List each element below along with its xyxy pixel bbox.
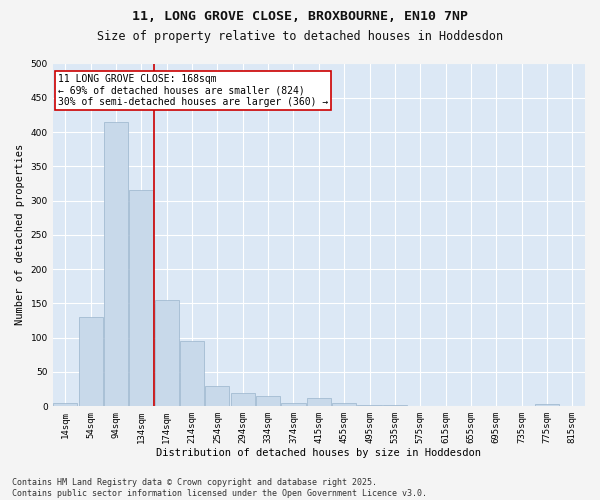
Y-axis label: Number of detached properties: Number of detached properties [15,144,25,326]
Bar [104,122,128,406]
Bar [332,403,356,406]
Bar [231,392,255,406]
X-axis label: Distribution of detached houses by size in Hoddesdon: Distribution of detached houses by size … [157,448,481,458]
Text: Contains HM Land Registry data © Crown copyright and database right 2025.
Contai: Contains HM Land Registry data © Crown c… [12,478,427,498]
Bar [358,405,382,406]
Bar [256,396,280,406]
Bar [307,398,331,406]
Bar [535,404,559,406]
Text: 11, LONG GROVE CLOSE, BROXBOURNE, EN10 7NP: 11, LONG GROVE CLOSE, BROXBOURNE, EN10 7… [132,10,468,23]
Bar [180,341,204,406]
Text: 11 LONG GROVE CLOSE: 168sqm
← 69% of detached houses are smaller (824)
30% of se: 11 LONG GROVE CLOSE: 168sqm ← 69% of det… [58,74,328,107]
Bar [383,405,407,406]
Bar [155,300,179,406]
Text: Size of property relative to detached houses in Hoddesdon: Size of property relative to detached ho… [97,30,503,43]
Bar [79,317,103,406]
Bar [281,403,305,406]
Bar [53,403,77,406]
Bar [130,190,154,406]
Bar [205,386,229,406]
